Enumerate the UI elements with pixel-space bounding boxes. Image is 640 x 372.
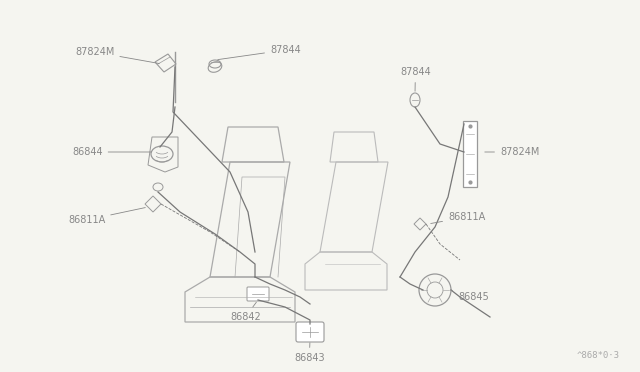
Text: 86843: 86843 [294,343,324,363]
Text: 87844: 87844 [218,45,301,60]
Text: 86842: 86842 [230,302,260,322]
Text: 87824M: 87824M [484,147,540,157]
FancyBboxPatch shape [247,287,269,301]
Text: 87844: 87844 [400,67,431,91]
Text: 86844: 86844 [72,147,151,157]
Text: 86811A: 86811A [68,208,145,225]
FancyBboxPatch shape [296,322,324,342]
Text: 86845: 86845 [451,290,489,302]
Text: 87824M: 87824M [75,47,159,64]
FancyBboxPatch shape [463,121,477,187]
Text: 86811A: 86811A [431,212,485,224]
Text: ^868*0·3: ^868*0·3 [577,351,620,360]
